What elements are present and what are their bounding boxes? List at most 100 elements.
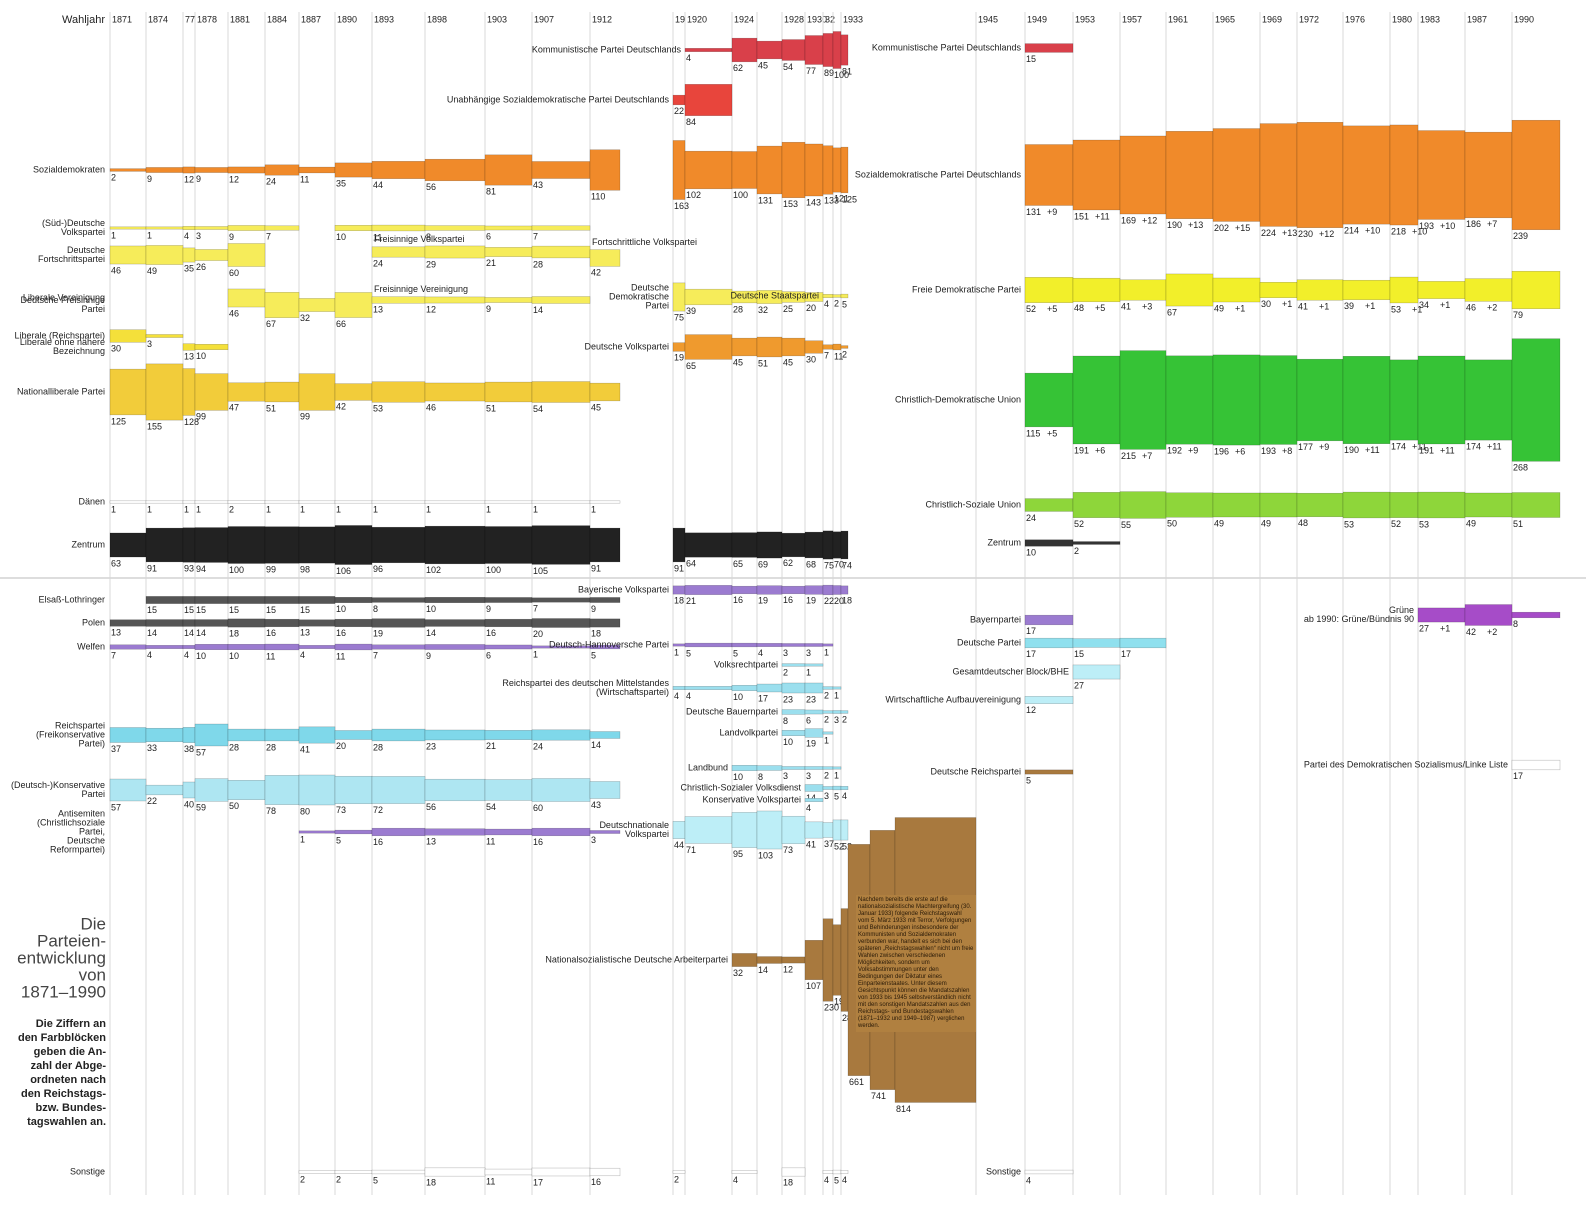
seat-label: 91 bbox=[674, 563, 684, 573]
seat-block bbox=[756, 40, 783, 60]
year-label: 1881 bbox=[230, 14, 250, 24]
seat-block bbox=[832, 710, 842, 714]
seat-block bbox=[371, 246, 426, 258]
label: Christlich-Soziale Union bbox=[925, 499, 1021, 509]
seat-block bbox=[672, 94, 686, 106]
seat-block bbox=[298, 645, 336, 649]
seat-label: 28 bbox=[533, 259, 543, 269]
label: Volksrechtpartei bbox=[714, 659, 778, 669]
seat-label: 11 bbox=[336, 651, 345, 661]
seat-block bbox=[589, 644, 621, 650]
seat-block bbox=[371, 728, 426, 742]
seat-label: 23 bbox=[783, 694, 793, 704]
year-label: 1933 bbox=[843, 14, 863, 24]
seat-block bbox=[371, 161, 426, 179]
label: (Christlichsoziale bbox=[37, 817, 105, 827]
seat-label: 38 bbox=[184, 744, 194, 754]
seat-label: 239 bbox=[1513, 231, 1528, 241]
seat-block bbox=[684, 334, 733, 360]
seat-block bbox=[840, 819, 849, 841]
seat-label: 18 bbox=[591, 629, 601, 639]
seat-label: 5 bbox=[336, 835, 341, 845]
seat-block bbox=[424, 778, 486, 802]
seat-label: 16 bbox=[373, 837, 383, 847]
seat-block bbox=[1342, 279, 1391, 301]
seat-label: 100 bbox=[834, 70, 849, 80]
seat-label: 100 bbox=[229, 565, 244, 575]
seat-block bbox=[334, 525, 373, 565]
seat-label: 84 bbox=[686, 117, 696, 127]
label: Sonstige bbox=[70, 1166, 105, 1176]
seat-block bbox=[298, 830, 336, 834]
seat-block bbox=[531, 225, 591, 231]
seat-label: 15 bbox=[300, 605, 310, 615]
label: Deutsche Staatspartei bbox=[730, 290, 819, 300]
seat-label: 215 bbox=[1121, 451, 1136, 461]
seat-block bbox=[840, 293, 849, 299]
seat-block bbox=[182, 596, 196, 604]
seat-block bbox=[672, 643, 686, 647]
seat-label: 26 bbox=[196, 262, 206, 272]
seat-block bbox=[781, 682, 806, 694]
berlin-label: +8 bbox=[1282, 446, 1292, 456]
seat-label: 2 bbox=[824, 771, 829, 781]
seat-block bbox=[804, 682, 824, 694]
seat-block bbox=[756, 531, 783, 559]
seat-label: 13 bbox=[184, 352, 194, 362]
label: Gesamtdeutscher Block/BHE bbox=[952, 666, 1069, 676]
seat-label: 10 bbox=[196, 651, 206, 661]
seat-label: 107 bbox=[806, 981, 821, 991]
seat-label: 10 bbox=[336, 604, 346, 614]
seat-block bbox=[227, 243, 266, 267]
seat-block bbox=[1417, 491, 1466, 519]
seat-label: 68 bbox=[806, 559, 816, 569]
seat-block bbox=[840, 146, 849, 194]
year-label: 1928 bbox=[784, 14, 804, 24]
seat-label: 151 bbox=[1074, 211, 1089, 221]
seat-label: 2 bbox=[834, 299, 839, 309]
seat-label: 2 bbox=[1074, 546, 1079, 556]
seat-block bbox=[264, 596, 300, 604]
seat-label: 1 bbox=[147, 231, 152, 241]
seat-block bbox=[1119, 279, 1167, 301]
seat-block bbox=[424, 729, 486, 741]
seat-label: 37 bbox=[111, 744, 121, 754]
berlin-label: +5 bbox=[1047, 304, 1057, 314]
seat-label: 64 bbox=[686, 559, 696, 569]
seat-label: 5 bbox=[834, 1175, 839, 1185]
seat-label: 22 bbox=[674, 106, 684, 116]
seat-label: 12 bbox=[783, 964, 793, 974]
seat-block bbox=[589, 382, 621, 402]
seat-block bbox=[531, 618, 591, 628]
seat-label: 1 bbox=[184, 505, 189, 515]
seat-label: 224 bbox=[1261, 228, 1276, 238]
seat-label: 115 bbox=[1026, 428, 1040, 438]
berlin-label: +15 bbox=[1235, 223, 1250, 233]
seat-label: 17 bbox=[1513, 771, 1523, 781]
seat-label: 48 bbox=[1298, 518, 1308, 528]
seat-block bbox=[804, 798, 824, 802]
year-label: 1912 bbox=[592, 14, 612, 24]
seat-block bbox=[424, 597, 486, 603]
seat-label: 102 bbox=[426, 565, 441, 575]
seat-block bbox=[1464, 492, 1513, 518]
label: ordneten nach bbox=[30, 1074, 106, 1086]
seat-block bbox=[822, 918, 834, 1002]
seat-block bbox=[182, 247, 196, 263]
berlin-label: +10 bbox=[1440, 221, 1455, 231]
seat-label: 268 bbox=[1513, 463, 1528, 473]
seat-block bbox=[1342, 491, 1391, 519]
seat-label: 11 bbox=[266, 651, 275, 661]
seat-block bbox=[264, 643, 300, 651]
seat-block bbox=[1165, 273, 1214, 307]
seat-block bbox=[1259, 492, 1298, 518]
seat-label: 1 bbox=[111, 231, 116, 241]
seat-block bbox=[531, 827, 591, 837]
seat-block bbox=[840, 1170, 849, 1174]
seat-block bbox=[484, 730, 533, 740]
berlin-label: +1 bbox=[1440, 623, 1450, 633]
seat-label: 52 bbox=[1074, 519, 1084, 529]
seat-label: 41 bbox=[1298, 302, 1308, 312]
label: Kommunistische Partei Deutschlands bbox=[872, 42, 1022, 52]
seat-label: 3 bbox=[147, 339, 152, 349]
